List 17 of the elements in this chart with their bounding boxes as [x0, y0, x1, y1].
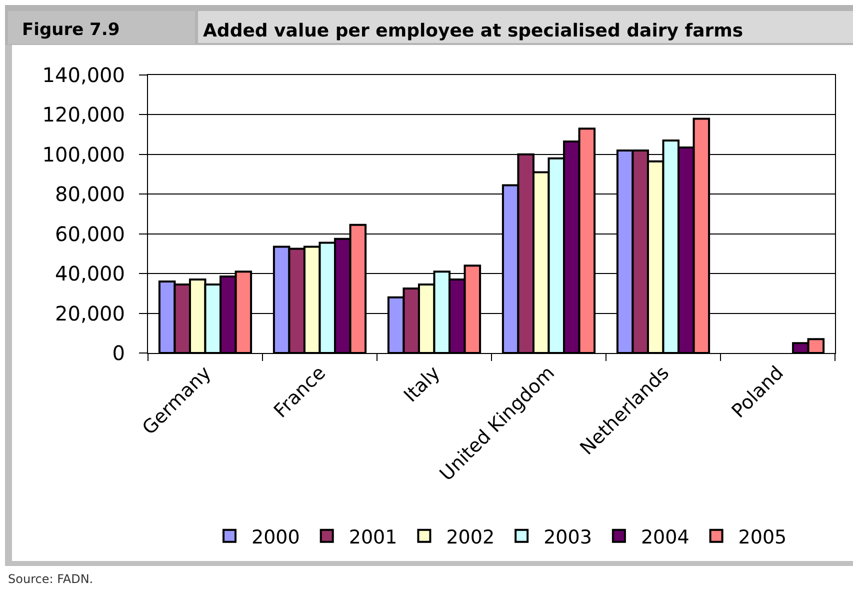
y-tick-label: 0: [112, 341, 125, 365]
legend-label: 2005: [738, 526, 787, 548]
caption: Figure 7.9: [22, 20, 120, 40]
legend-label: 2004: [640, 526, 690, 548]
legend-label: 2000: [252, 526, 300, 548]
legend-label: 2003: [544, 526, 592, 548]
legend-label: 2002: [446, 526, 495, 548]
y-tick-label: 20,000: [55, 301, 125, 326]
legend-label: 2001: [348, 526, 398, 548]
y-tick-label: 80,000: [55, 182, 125, 206]
source-note: Source: FADN.: [8, 572, 94, 586]
y-tick-label: 60,000: [55, 222, 125, 246]
y-tick-label: 120,000: [42, 102, 125, 127]
chart-title: Added value per employee at specialised dairy farms: [203, 20, 744, 42]
y-tick-label: 100,000: [42, 142, 125, 166]
y-tick-label: 40,000: [55, 262, 125, 286]
y-tick-label: 140,000: [42, 63, 125, 87]
